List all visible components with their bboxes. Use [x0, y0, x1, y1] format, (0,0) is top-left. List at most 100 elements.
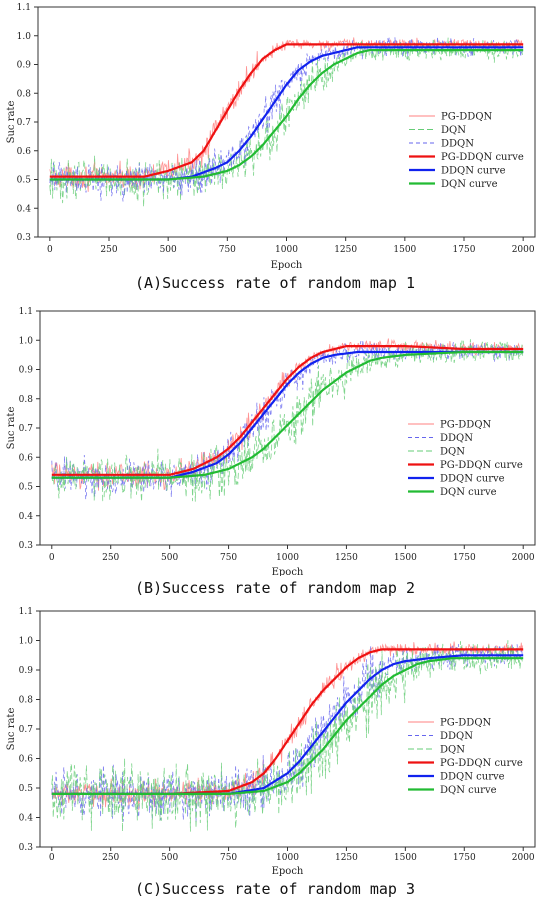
x-tick-label: 750 [220, 853, 237, 863]
y-tick-label: 0.8 [19, 696, 34, 706]
x-tick-label: 500 [161, 553, 178, 563]
plot-frame [39, 610, 536, 848]
chart-c: 0 250 500 750 1000 1250 1500 1750 2000 0.3 0.4 0.5 0… [6, 607, 536, 877]
y-tick-label: 0.5 [19, 784, 34, 794]
series-pg-ddqn-curve [51, 344, 524, 476]
x-tick-label: 500 [160, 245, 177, 255]
x-tick-label: 1000 [276, 553, 299, 563]
plot-area [51, 338, 524, 502]
series-dqn-curve [49, 48, 524, 181]
x-tick-label: 1750 [453, 553, 476, 563]
series-raw-pg-ddqn [51, 641, 524, 811]
y-tick-label: 0.6 [19, 755, 34, 765]
y-tick-label: 0.3 [17, 233, 32, 243]
x-tick-label: 1000 [276, 853, 299, 863]
x-tick-label: 1500 [393, 245, 416, 255]
y-tick-label: 1.0 [19, 637, 34, 647]
x-tick-label: 500 [161, 853, 178, 863]
legend-label: DDQN curve [440, 772, 505, 783]
legend-label: DQN [440, 745, 465, 756]
x-tick-label: 0 [47, 245, 53, 255]
y-tick-label: 0.5 [19, 483, 34, 493]
legend-label: DQN [440, 447, 465, 458]
x-tick-label: 1250 [335, 553, 358, 563]
y-tick-label: 1.1 [17, 3, 31, 13]
legend-label: DDQN [440, 433, 473, 444]
chart-caption: (B)Success rate of random map 2 [135, 579, 415, 597]
legend-label: PG-DDQN curve [440, 460, 523, 471]
x-axis-label: Epoch [272, 866, 304, 876]
legend-label: DDQN curve [440, 474, 505, 485]
legend: PG-DDQN DDQN DQN PG-DDQN curve DDQN curve DQN… [408, 420, 523, 498]
legend-label: DQN curve [440, 487, 497, 498]
legend-label: DQN curve [441, 179, 498, 190]
x-tick-label: 250 [102, 553, 119, 563]
x-tick-label: 1250 [334, 245, 357, 255]
y-tick-label: 0.9 [19, 666, 34, 676]
y-tick-label: 0.9 [19, 366, 34, 376]
x-axis-label: Epoch [271, 260, 303, 270]
y-tick-label: 0.8 [17, 89, 32, 99]
legend-label: PG-DDQN [440, 718, 492, 729]
y-tick-label: 0.4 [19, 814, 34, 824]
legend-label: DDQN [441, 139, 474, 150]
x-tick-label: 1250 [335, 853, 358, 863]
chart-panel-b: 0 250 500 750 1000 1250 1500 1750 2000 0.3 0.4 0.5 0… [0, 302, 550, 602]
x-tick-label: 1750 [453, 853, 476, 863]
x-tick-label: 250 [100, 245, 117, 255]
x-tick-label: 1000 [275, 245, 298, 255]
series-dqn-curve [51, 657, 524, 795]
y-tick-label: 0.3 [19, 843, 34, 853]
x-tick-label: 1500 [394, 853, 417, 863]
legend-label: PG-DDQN [440, 420, 492, 431]
series-ddqn-curve [51, 350, 524, 479]
y-axis-label: Suc rate [6, 407, 17, 450]
y-tick-label: 1.0 [19, 336, 34, 346]
y-tick-label: 0.4 [19, 512, 34, 522]
x-tick-label: 750 [220, 553, 237, 563]
x-axis-label: Epoch [272, 567, 304, 576]
x-tick-label: 0 [49, 553, 55, 563]
y-tick-label: 0.8 [19, 395, 34, 405]
x-tick-label: 2000 [512, 553, 535, 563]
chart-caption: (A)Success rate of random map 1 [135, 274, 415, 292]
series-dqn-curve [51, 350, 524, 479]
chart-panel-a: 0 250 500 750 1000 1250 1500 1750 2000 0.3 0.4 0.5 0… [0, 0, 550, 300]
y-tick-label: 0.3 [19, 541, 34, 551]
legend-label: PG-DDQN [441, 112, 493, 123]
y-tick-label: 1.0 [17, 32, 32, 42]
y-tick-label: 0.7 [19, 424, 34, 434]
x-tick-label: 0 [49, 853, 55, 863]
x-tick-label: 750 [219, 245, 236, 255]
legend-label: DDQN curve [441, 166, 506, 177]
chart-caption: (C)Success rate of random map 3 [135, 880, 415, 898]
legend-label: DDQN [440, 731, 473, 742]
series-raw-dqn [51, 339, 524, 502]
x-tick-label: 1500 [394, 553, 417, 563]
series-pg-ddqn-curve [49, 43, 524, 178]
legend-label: PG-DDQN curve [440, 758, 523, 769]
y-tick-label: 0.6 [17, 147, 32, 157]
plot-area [51, 640, 524, 832]
legend: PG-DDQN DQN DDQN PG-DDQN curve DDQN curve DQN… [409, 112, 524, 190]
chart-b: 0 250 500 750 1000 1250 1500 1750 2000 0.3 0.4 0.5 0… [6, 307, 536, 578]
series-raw-ddqn [51, 340, 524, 500]
x-tick-label: 2000 [512, 853, 535, 863]
x-tick-label: 2000 [512, 245, 535, 255]
y-tick-label: 0.5 [17, 176, 32, 186]
chart-a: 0 250 500 750 1000 1250 1500 1750 2000 0.3 0.4 0.5 0… [6, 3, 536, 271]
plot-area [49, 36, 524, 207]
y-tick-label: 0.7 [19, 725, 34, 735]
y-tick-label: 1.1 [19, 307, 33, 317]
chart-panel-c: 0 250 500 750 1000 1250 1500 1750 2000 0.3 0.4 0.5 0… [0, 604, 550, 908]
legend: PG-DDQN DDQN DQN PG-DDQN curve DDQN curve DQN… [408, 718, 523, 796]
y-tick-label: 0.7 [17, 118, 32, 128]
y-axis-label: Suc rate [6, 708, 17, 751]
y-tick-label: 1.1 [19, 607, 33, 617]
legend-label: DQN [441, 125, 466, 136]
y-tick-label: 0.9 [17, 61, 32, 71]
y-tick-label: 0.6 [19, 453, 34, 463]
y-axis-label: Suc rate [6, 101, 17, 144]
legend-label: PG-DDQN curve [441, 152, 524, 163]
y-tick-label: 0.4 [17, 204, 32, 214]
